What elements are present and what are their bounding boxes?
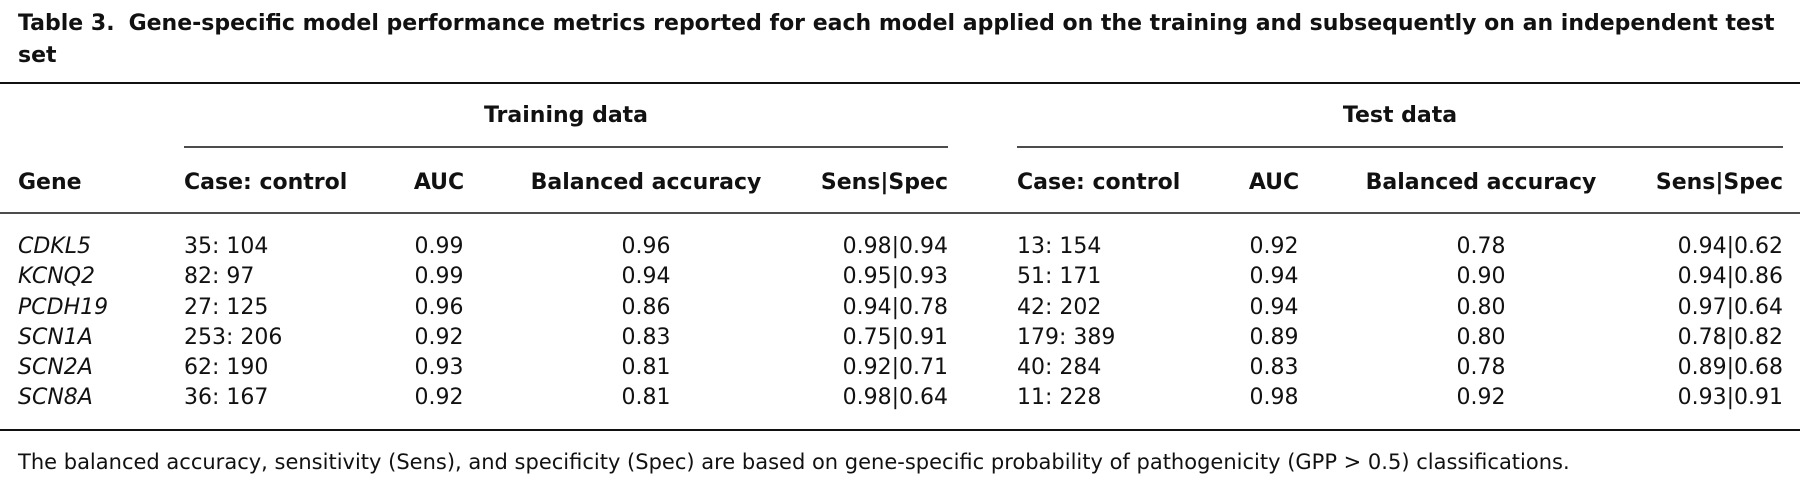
table-cell: 11: 228: [1017, 385, 1101, 410]
group-header: Test data: [1343, 103, 1457, 128]
table-cell: 40: 284: [1017, 355, 1101, 380]
table-cell: 0.97|0.64: [1678, 295, 1783, 320]
table-cell: 0.96: [622, 234, 671, 259]
table-cell: 0.83: [1250, 355, 1299, 380]
table-cell: 82: 97: [184, 264, 254, 289]
gene-name: SCN8A: [18, 385, 93, 410]
table-cell: 0.78: [1457, 234, 1506, 259]
table-cell: 0.80: [1457, 295, 1506, 320]
table-cell: 0.80: [1457, 325, 1506, 350]
table-cell: 0.92: [1457, 385, 1506, 410]
table-cell: 0.94: [1250, 295, 1299, 320]
table-cell: 0.89|0.68: [1678, 355, 1783, 380]
table-cell: 13: 154: [1017, 234, 1101, 259]
table-cell: 0.92|0.71: [843, 355, 948, 380]
gene-name: PCDH19: [18, 295, 108, 320]
table-cell: 0.98|0.94: [843, 234, 948, 259]
column-header: Sens|Spec: [821, 170, 948, 195]
table-cell: 35: 104: [184, 234, 268, 259]
table-cell: 51: 171: [1017, 264, 1101, 289]
table-cell: 0.89: [1250, 325, 1299, 350]
table-cell: 0.99: [415, 264, 464, 289]
table-cell: 0.94|0.86: [1678, 264, 1783, 289]
table-cell: 36: 167: [184, 385, 268, 410]
column-header: Case: control: [1017, 170, 1180, 195]
column-header: Balanced accuracy: [1366, 170, 1597, 195]
column-header: AUC: [1249, 170, 1299, 195]
table-footnote: The balanced accuracy, sensitivity (Sens…: [18, 450, 1570, 474]
table-cell: 179: 389: [1017, 325, 1115, 350]
gene-name: SCN1A: [18, 325, 93, 350]
caption-text: Gene-specific model performance metrics …: [18, 11, 1775, 68]
table-cell: 0.93|0.91: [1678, 385, 1783, 410]
caption-label: Table 3.: [18, 11, 115, 36]
table-cell: 0.92: [415, 385, 464, 410]
table-cell: 0.94: [622, 264, 671, 289]
table-cell: 0.81: [622, 355, 671, 380]
gene-name: SCN2A: [18, 355, 93, 380]
table-cell: 0.98: [1250, 385, 1299, 410]
table-cell: 0.93: [415, 355, 464, 380]
table-cell: 0.78: [1457, 355, 1506, 380]
table-cell: 0.92: [1250, 234, 1299, 259]
column-header: AUC: [414, 170, 464, 195]
table-cell: 0.86: [622, 295, 671, 320]
table-cell: 0.90: [1457, 264, 1506, 289]
table-cell: 0.92: [415, 325, 464, 350]
table-cell: 0.78|0.82: [1678, 325, 1783, 350]
table-cell: 0.94: [1250, 264, 1299, 289]
column-header: Gene: [18, 170, 82, 195]
table-cell: 42: 202: [1017, 295, 1101, 320]
table-cell: 0.96: [415, 295, 464, 320]
table-cell: 27: 125: [184, 295, 268, 320]
table-cell: 0.75|0.91: [843, 325, 948, 350]
gene-name: KCNQ2: [18, 264, 95, 289]
table-cell: 253: 206: [184, 325, 282, 350]
column-header: Case: control: [184, 170, 347, 195]
table-cell: 62: 190: [184, 355, 268, 380]
column-header: Sens|Spec: [1656, 170, 1783, 195]
table-cell: 0.81: [622, 385, 671, 410]
table-cell: 0.99: [415, 234, 464, 259]
table-cell: 0.94|0.78: [843, 295, 948, 320]
column-header: Balanced accuracy: [531, 170, 762, 195]
table-cell: 0.94|0.62: [1678, 234, 1783, 259]
table-caption: Table 3. Gene-specific model performance …: [18, 8, 1788, 72]
table-cell: 0.98|0.64: [843, 385, 948, 410]
table-cell: 0.83: [622, 325, 671, 350]
table-cell: 0.95|0.93: [843, 264, 948, 289]
gene-name: CDKL5: [18, 234, 91, 259]
group-header: Training data: [484, 103, 648, 128]
